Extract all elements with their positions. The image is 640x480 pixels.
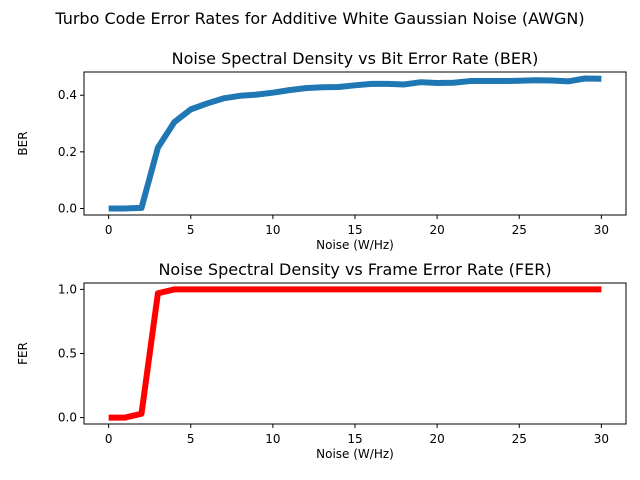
fer-x-tick-label: 0 [105, 432, 113, 446]
ber-x-axis-label: Noise (W/Hz) [316, 238, 394, 252]
ber-y-tick-label: 0.4 [58, 88, 77, 102]
fer-axes-frame [83, 282, 627, 425]
ber-axes-frame [83, 71, 627, 216]
ber-y-tick-label: 0.0 [58, 201, 77, 215]
ber-y-axis-label: BER [16, 131, 30, 155]
fer-x-tick-label: 30 [594, 432, 609, 446]
ber-x-tick-label: 0 [105, 223, 113, 237]
fer-x-tick-label: 20 [429, 432, 444, 446]
ber-subplot: 0 5 10 15 20 25 30 0.0 0.2 0.4 Noise Spectral Dens… [16, 49, 627, 252]
fer-subplot: 0 5 10 15 20 25 30 0.0 0.5 1.0 Noise Spectral Dens… [16, 260, 627, 461]
fer-series-line [108, 286, 602, 421]
fer-x-tick-label: 10 [265, 432, 280, 446]
ber-x-tick-label: 25 [512, 223, 527, 237]
fer-y-tick-label: 0.0 [58, 411, 77, 425]
fer-x-axis-label: Noise (W/Hz) [316, 447, 394, 461]
fer-chart-title: Noise Spectral Density vs Frame Error Ra… [158, 260, 551, 279]
ber-x-tick-label: 10 [265, 223, 280, 237]
ber-chart-title: Noise Spectral Density vs Bit Error Rate… [172, 49, 539, 68]
ber-x-tick-label: 20 [429, 223, 444, 237]
ber-y-tick-label: 0.2 [58, 145, 77, 159]
figure-title: Turbo Code Error Rates for Additive Whit… [54, 9, 584, 28]
ber-series-line [108, 75, 602, 212]
fer-y-axis-label: FER [16, 342, 30, 365]
ber-x-tick-label: 30 [594, 223, 609, 237]
ber-x-tick-label: 5 [187, 223, 195, 237]
fer-y-tick-label: 1.0 [58, 282, 77, 296]
fer-x-tick-label: 5 [187, 432, 195, 446]
fer-y-tick-label: 0.5 [58, 347, 77, 361]
fer-x-tick-label: 25 [512, 432, 527, 446]
fer-x-tick-label: 15 [347, 432, 362, 446]
ber-x-tick-label: 15 [347, 223, 362, 237]
